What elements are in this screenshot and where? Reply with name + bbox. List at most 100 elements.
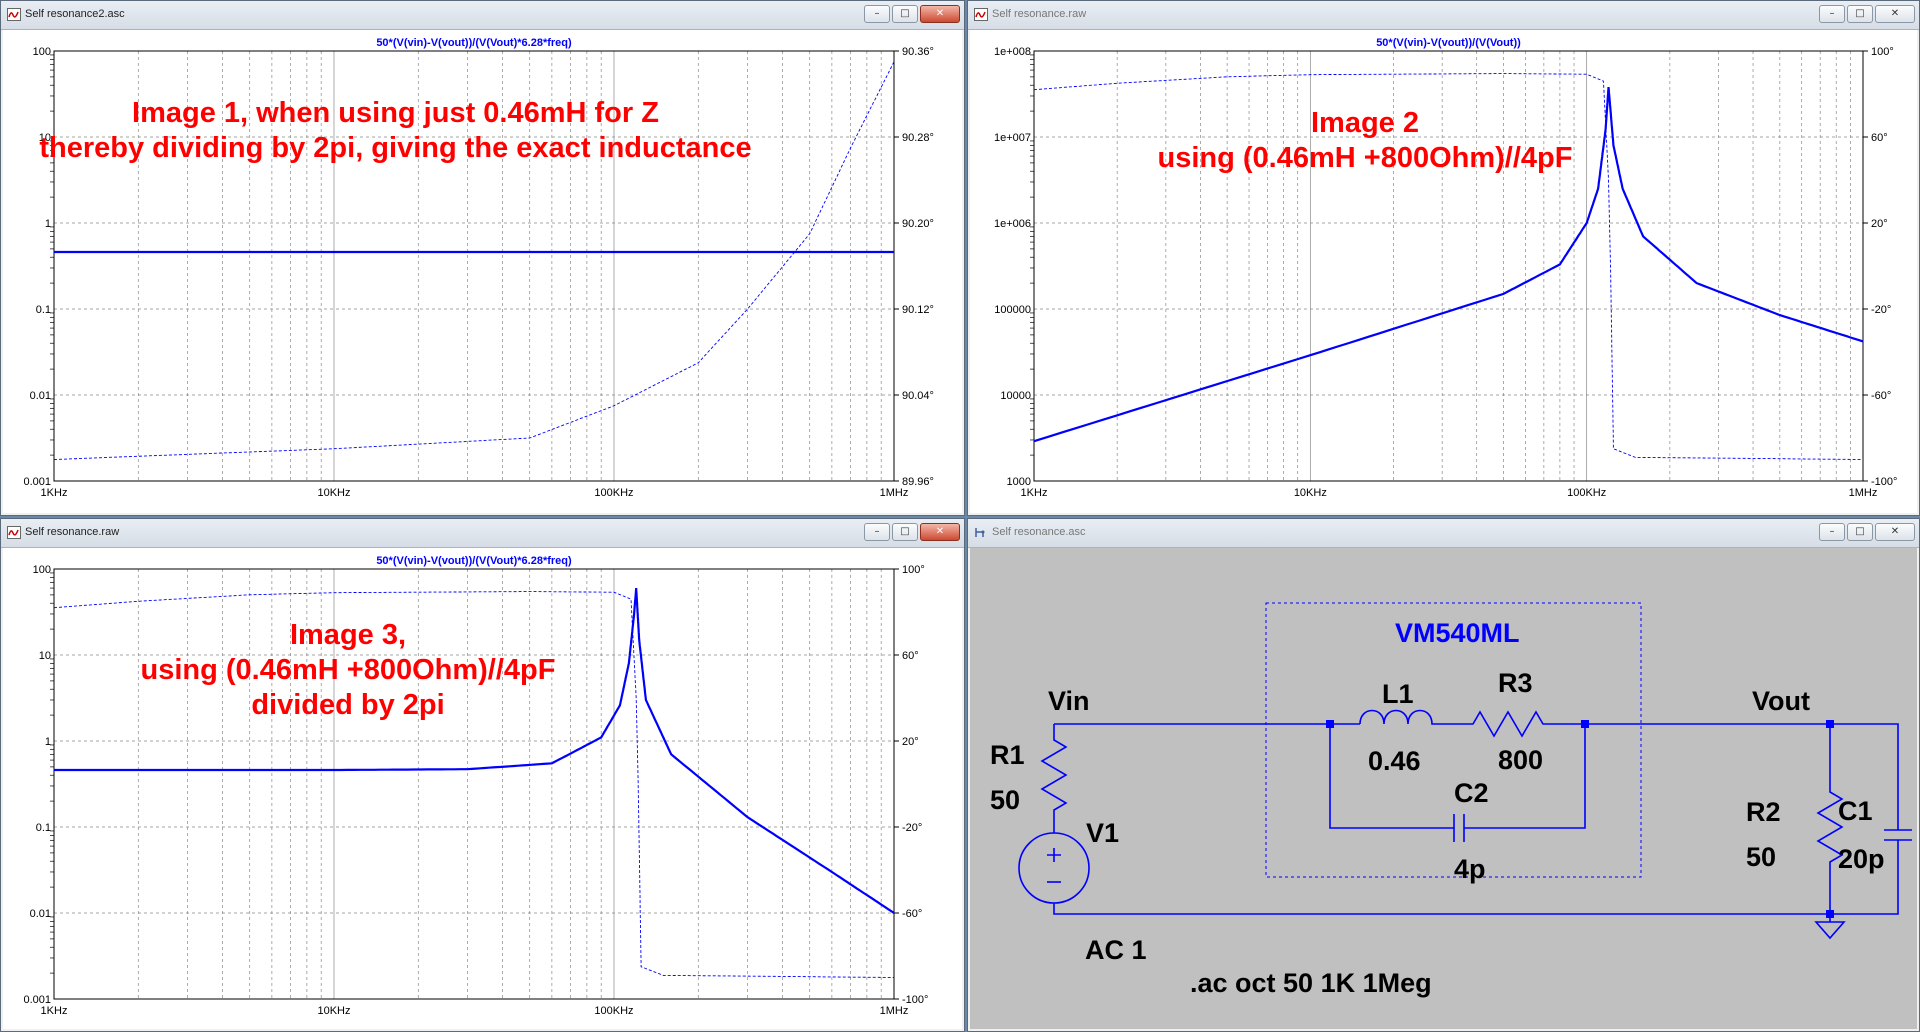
c1-name: C1 <box>1838 796 1873 826</box>
title-bar[interactable]: Self resonance.raw – □ ✕ <box>1 519 964 548</box>
plot-window-1[interactable]: Self resonance2.asc – □ ✕ 100 10 1 0.1 0.01 0… <box>0 0 965 516</box>
close-button[interactable]: ✕ <box>920 5 960 23</box>
v1-name: V1 <box>1086 818 1119 848</box>
trace-title[interactable]: 50*(V(vin)-V(vout))/(V(Vout)*6.28*freq) <box>376 555 572 567</box>
plot-area[interactable]: 100 10 1 0.1 0.01 0.001 90.36° 90.28° 90.20° 90.1… <box>3 30 962 513</box>
annotation-text: Image 2 using (0.46mH +800Ohm)//4pF <box>1100 106 1630 176</box>
window-title: Self resonance.raw <box>992 8 1087 20</box>
y-tick-label: 10 <box>39 132 51 144</box>
x-tick-label: 1MHz <box>1849 487 1878 499</box>
c2-name: C2 <box>1454 778 1489 808</box>
wire-c1-bottom <box>1830 840 1899 915</box>
node-junction <box>1826 910 1834 918</box>
waveform-plot[interactable]: 100 10 1 0.1 0.01 0.001 100° 60° 20° -20° -60° -100… <box>3 548 962 1029</box>
y2-tick-label: 90.12° <box>902 304 934 316</box>
x-tick-label: 100KHz <box>1567 487 1606 499</box>
plot-frame <box>53 50 895 482</box>
schematic-window[interactable]: Self resonance.asc – □ ✕ <box>967 518 1920 1032</box>
node-junction <box>1826 720 1834 728</box>
block-box <box>1265 602 1642 878</box>
y-tick-label: 1e+006 <box>994 218 1031 230</box>
annotation-line-1: Image 2 <box>1311 107 1419 139</box>
r1-name: R1 <box>990 740 1025 770</box>
r2-value: 50 <box>1746 842 1776 872</box>
maximize-button[interactable]: □ <box>892 523 918 541</box>
wire-vout <box>1585 723 1899 830</box>
phase-trace[interactable] <box>53 61 895 460</box>
schematic-icon <box>975 528 985 537</box>
annotation-text: Image 1, when using just 0.46mH for Z th… <box>3 96 788 166</box>
c1-capacitor[interactable] <box>1884 829 1912 841</box>
x-tick-label: 10KHz <box>1294 487 1327 499</box>
y-tick-label: 0.1 <box>36 304 51 316</box>
x-tick-label: 1KHz <box>1021 487 1048 499</box>
y2-tick-label: 20° <box>1871 218 1888 230</box>
maximize-button[interactable]: □ <box>1847 523 1873 541</box>
y-tick-label: 0.01 <box>30 390 51 402</box>
trace-title[interactable]: 50*(V(vin)-V(vout))/(V(Vout)*6.28*freq) <box>376 37 572 49</box>
y2-tick-label: 90.28° <box>902 132 934 144</box>
y-tick-label: 100 <box>33 564 51 576</box>
waveform-plot[interactable]: 1e+008 1e+007 1e+006 100000 10000 1000 100° 60°… <box>970 30 1917 513</box>
y2-tick-label: 90.04° <box>902 390 934 402</box>
x-tick-label: 1KHz <box>41 487 68 499</box>
schematic-drawing[interactable]: VM540ML Vin Vout R1 50 V1 AC 1 L1 0.46 R… <box>970 548 1917 1029</box>
close-button[interactable]: ✕ <box>1875 523 1915 541</box>
vout-label[interactable]: Vout <box>1752 686 1810 716</box>
l1-inductor[interactable] <box>1330 709 1460 725</box>
close-button[interactable]: ✕ <box>1875 5 1915 23</box>
waveform-icon <box>7 8 21 21</box>
phase-trace[interactable] <box>53 591 895 978</box>
c2-value: 4p <box>1454 854 1486 884</box>
plot-area[interactable]: 100 10 1 0.1 0.01 0.001 100° 60° 20° -20° -60° -100… <box>3 548 962 1029</box>
r2-name: R2 <box>1746 797 1781 827</box>
y-tick-label: 10000 <box>1000 390 1031 402</box>
y2-tick-label: 90.36° <box>902 46 934 58</box>
y-tick-label: 0.001 <box>23 994 51 1006</box>
plot-window-3[interactable]: Self resonance.raw – □ ✕ 100 10 1 0.1 0.01 0.… <box>0 518 965 1032</box>
c2-capacitor[interactable] <box>1453 814 1465 842</box>
trace-title[interactable]: 50*(V(vin)-V(vout))/(V(Vout)) <box>1376 37 1521 49</box>
title-bar[interactable]: Self resonance2.asc – □ ✕ <box>1 1 964 30</box>
waveform-plot[interactable]: 100 10 1 0.1 0.01 0.001 90.36° 90.28° 90.20° 90.1… <box>3 30 962 513</box>
magnitude-trace[interactable] <box>1033 86 1864 443</box>
plot-window-2[interactable]: Self resonance.raw – □ ✕ 1e+008 1e+007 1e+… <box>967 0 1920 516</box>
y-tick-label: 1000 <box>1007 476 1031 488</box>
y2-tick-label: -20° <box>1871 304 1891 316</box>
minimize-button[interactable]: – <box>1819 523 1845 541</box>
l1-value: 0.46 <box>1368 746 1421 776</box>
title-bar[interactable]: Self resonance.raw – □ ✕ <box>968 1 1919 30</box>
maximize-button[interactable]: □ <box>892 5 918 23</box>
close-button[interactable]: ✕ <box>920 523 960 541</box>
r3-value: 800 <box>1498 745 1543 775</box>
y2-tick-label: -20° <box>902 822 922 834</box>
y2-tick-label: 89.96° <box>902 476 934 488</box>
minimize-button[interactable]: – <box>864 523 890 541</box>
plot-frame <box>53 568 895 1000</box>
magnitude-trace[interactable] <box>54 588 895 914</box>
v1-source[interactable] <box>1018 832 1090 904</box>
y-tick-label: 0.001 <box>23 476 51 488</box>
y-tick-label: 1 <box>45 736 51 748</box>
y2-tick-label: -100° <box>1871 476 1897 488</box>
vin-label[interactable]: Vin <box>1048 686 1090 716</box>
x-tick-label: 100KHz <box>594 487 633 499</box>
minimize-button[interactable]: – <box>864 5 890 23</box>
y-tick-label: 0.01 <box>30 908 51 920</box>
y2-tick-label: 60° <box>1871 132 1888 144</box>
spice-directive[interactable]: .ac oct 50 1K 1Meg <box>1190 968 1432 998</box>
ground-icon <box>1814 914 1846 940</box>
r3-resistor[interactable] <box>1460 710 1585 738</box>
r1-resistor[interactable] <box>1040 724 1068 833</box>
title-bar[interactable]: Self resonance.asc – □ ✕ <box>968 519 1919 548</box>
minimize-button[interactable]: – <box>1819 5 1845 23</box>
plot-frame <box>1033 50 1864 482</box>
c1-value: 20p <box>1838 844 1885 874</box>
schematic-canvas[interactable]: VM540ML Vin Vout R1 50 V1 AC 1 L1 0.46 R… <box>970 548 1917 1029</box>
r2-resistor[interactable] <box>1816 724 1844 873</box>
phase-trace[interactable] <box>1033 73 1864 460</box>
y2-tick-label: 100° <box>1871 46 1894 58</box>
maximize-button[interactable]: □ <box>1847 5 1873 23</box>
plot-area[interactable]: 1e+008 1e+007 1e+006 100000 10000 1000 100° 60°… <box>970 30 1917 513</box>
window-title: Self resonance.raw <box>25 526 120 538</box>
